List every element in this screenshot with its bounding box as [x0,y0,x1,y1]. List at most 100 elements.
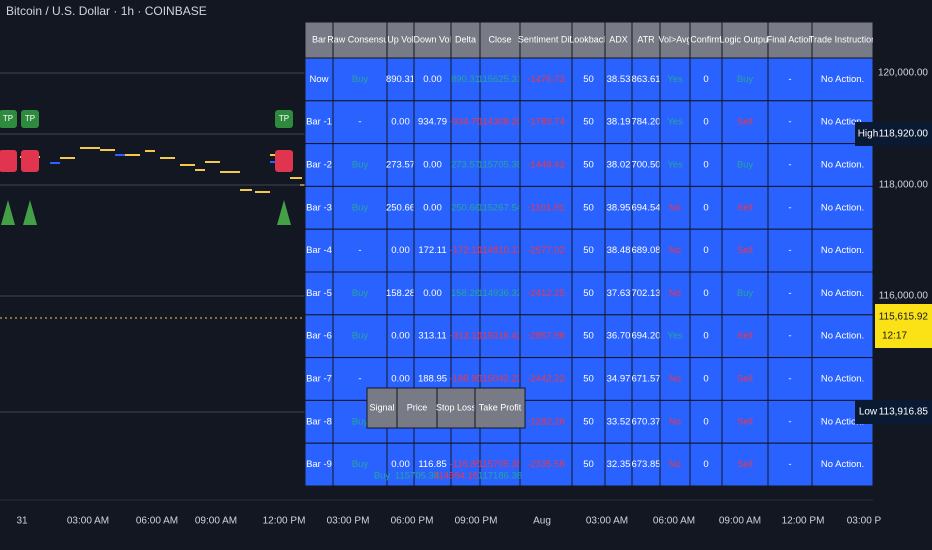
cell-text: No Action. [821,245,864,256]
cell-text: No Action. [821,74,864,85]
table-cell [519,57,573,102]
cell-text: 115625.31 [478,74,522,85]
header-text: Close [488,34,511,44]
cell-text: 0 [703,331,708,342]
time-label: 03:00 PM [327,516,370,527]
table-cell [767,442,813,487]
table-cell [659,143,691,187]
cell-text: 0 [703,117,708,128]
header-cell [811,21,874,59]
cell-text: Buy [737,288,754,299]
tp-marker-text: TP [25,114,35,123]
table-cell [519,185,573,230]
cell-text: 250.66 [451,202,480,213]
cell-text: Sell [737,416,753,427]
table-cell [631,442,661,487]
cell-text: 0 [703,374,708,385]
cell-text: Buy [352,74,369,85]
time-label: 12:00 PM [263,516,306,527]
table-cell [304,271,334,316]
cell-text: -1282.26 [527,416,565,427]
cell-text: Bar -6 [306,331,332,342]
cell-text: 0.00 [423,202,442,213]
table-cell [450,185,481,230]
table-cell [571,185,606,230]
cell-text: -188.95 [449,374,481,385]
table-cell [811,357,874,401]
table-cell [479,314,521,359]
cell-text: - [358,117,361,128]
low-price: 113,916.85 [879,407,929,418]
cell-text: Buy [352,202,369,213]
header-cell [689,21,723,59]
table-cell [519,228,573,273]
time-label: Aug [533,516,551,527]
table-cell [689,57,723,102]
cell-text: 0.00 [391,331,410,342]
cell-text: 38.02 [607,160,631,171]
cell-text: No Action. [821,288,864,299]
header-text: Vol>Avg [658,34,691,44]
cell-text: No [669,202,681,213]
cell-text: No [669,374,681,385]
cell-text: 273.57 [386,160,415,171]
cell-text: Sell [737,245,753,256]
table-cell [450,271,481,316]
table-cell [450,442,481,487]
table-cell [689,185,723,230]
entry-arrow [1,200,15,225]
cell-text: 0 [703,245,708,256]
cell-text: 250.66 [386,202,415,213]
tp-marker-text: TP [279,114,289,123]
time-label: 06:00 PM [391,516,434,527]
table-cell [386,185,415,230]
table-cell [767,399,813,444]
cell-text: 890.31 [386,74,415,85]
header-text: Raw Consensus [327,34,393,44]
low-badge-label [855,400,881,424]
cell-text: -2577.02 [527,245,565,256]
cell-text: Buy [352,288,369,299]
countdown: 12:17 [882,331,907,342]
cell-text: - [358,245,361,256]
high-badge-label [855,122,881,146]
table-cell [767,314,813,359]
table-cell [332,271,388,316]
cell-text: -1785.74 [527,117,565,128]
cell-text: 694.54 [631,202,660,213]
table-cell [571,57,606,102]
tp-marker [0,110,17,128]
table-cell [479,143,521,187]
cell-text: 689.08 [631,245,660,256]
time-label: 06:00 AM [136,516,178,527]
cell-text: Buy [737,160,754,171]
table-cell [413,314,452,359]
cell-text: 0 [703,416,708,427]
cell-text: 33.52 [607,416,631,427]
cell-text: 50 [583,416,594,427]
cell-text: 0.00 [423,74,442,85]
table-cell [721,271,769,316]
cell-text: - [788,245,791,256]
table-cell [571,399,606,444]
time-label: 03:00 AM [586,516,628,527]
cell-text: 115705.38 [478,160,522,171]
cell-text: 114936.32 [478,288,522,299]
signal-cell-text: Buy [374,471,391,482]
cell-text: Bar -4 [306,245,332,256]
cell-text: No [669,245,681,256]
time-label: 09:00 AM [719,516,761,527]
cell-text: Buy [352,160,369,171]
cell-text: 670.37 [631,416,660,427]
table-cell [304,228,334,273]
cell-text: 114810.17 [478,245,522,256]
cell-text: Buy [352,416,369,427]
table-cell [386,143,415,187]
table-cell [450,314,481,359]
cell-text: 50 [583,117,594,128]
cell-text: -172.11 [450,245,482,256]
cell-text: No Action. [821,459,864,470]
table-cell [604,228,633,273]
cell-text: 934.79 [418,117,447,128]
